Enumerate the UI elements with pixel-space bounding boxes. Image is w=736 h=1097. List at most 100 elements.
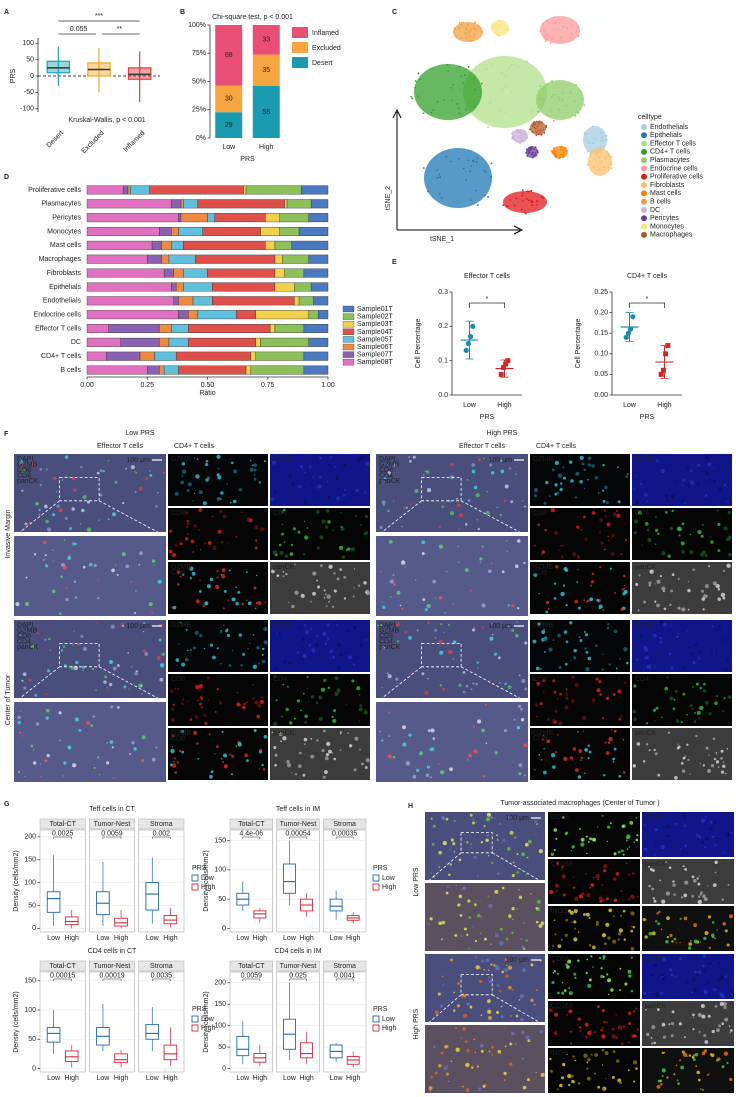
stain <box>717 766 720 769</box>
stain <box>512 918 514 921</box>
x-tick-label: High <box>299 935 314 942</box>
stain <box>617 850 621 854</box>
panel-letter: G <box>4 801 10 808</box>
stain <box>194 715 199 719</box>
stain <box>670 494 675 499</box>
stain <box>110 705 114 709</box>
stain <box>39 484 42 487</box>
stain <box>31 462 35 466</box>
legend-swatch <box>372 874 380 882</box>
micrograph <box>14 702 166 782</box>
stain <box>186 532 189 536</box>
stain <box>481 603 486 608</box>
stain <box>314 643 319 648</box>
stain <box>549 495 551 498</box>
cell-dot <box>545 19 548 22</box>
stain <box>404 566 407 569</box>
legend-label: Low <box>382 875 396 882</box>
stain <box>17 720 21 725</box>
stain <box>699 941 702 943</box>
stain <box>617 938 620 941</box>
stain <box>607 993 610 996</box>
stain <box>214 711 217 713</box>
stain <box>548 647 553 652</box>
stain <box>81 665 86 669</box>
stain <box>727 535 732 540</box>
stain <box>621 824 625 828</box>
stain <box>626 473 629 475</box>
stain <box>601 815 604 817</box>
cell-type-label: Effector T cells <box>97 443 143 450</box>
bar-segment <box>178 213 182 223</box>
significance-label: * <box>486 296 489 303</box>
stain <box>401 607 404 610</box>
channel-label: panCK <box>635 564 657 571</box>
box <box>145 882 160 911</box>
stain <box>325 605 328 607</box>
stain <box>34 694 38 697</box>
stain <box>474 1051 477 1054</box>
cell-dot <box>436 169 439 171</box>
stain <box>599 900 603 903</box>
stain <box>153 564 155 566</box>
stain <box>127 651 130 654</box>
stain <box>356 686 361 691</box>
stain <box>523 774 526 777</box>
cell-dot <box>458 21 461 24</box>
y-tick-label: 0.05 <box>594 371 608 378</box>
stain <box>82 495 87 500</box>
stain <box>82 646 88 652</box>
stain <box>462 1027 466 1031</box>
stain <box>386 672 389 675</box>
stain <box>242 652 246 656</box>
zoom-box <box>421 643 462 668</box>
stain <box>181 662 186 667</box>
stain <box>730 990 733 993</box>
stain <box>507 815 512 820</box>
stain <box>717 588 721 591</box>
stain <box>563 630 568 634</box>
stain <box>716 978 721 983</box>
cell-dot <box>570 32 573 35</box>
stain <box>700 1088 702 1090</box>
stain <box>636 834 639 837</box>
stain <box>433 1045 436 1049</box>
stain <box>177 583 180 586</box>
stain <box>726 659 730 663</box>
stain <box>548 1008 553 1013</box>
stain <box>687 946 692 950</box>
channel-label: panCK <box>645 861 667 868</box>
stain <box>476 1065 479 1068</box>
stain <box>536 681 541 686</box>
cell-dot <box>604 139 607 142</box>
region-label: Invasive Margin <box>5 509 12 558</box>
stain <box>726 823 728 826</box>
stain <box>274 763 277 767</box>
stain <box>684 867 687 871</box>
channel-label: DAPI <box>273 622 289 629</box>
stain <box>520 707 523 711</box>
stain <box>726 747 729 750</box>
bar-segment <box>173 296 179 306</box>
cell-dot <box>589 153 592 156</box>
cell-dot <box>519 130 521 133</box>
stain <box>514 1042 517 1046</box>
stain <box>231 649 234 652</box>
stain <box>69 527 72 531</box>
stain <box>301 646 304 648</box>
cell-dot <box>558 108 561 111</box>
stain <box>416 768 420 773</box>
stain <box>503 499 507 503</box>
stain <box>222 607 225 610</box>
stain <box>592 876 595 879</box>
significance-bracket <box>335 836 354 839</box>
stain <box>171 763 177 768</box>
stain <box>538 592 540 595</box>
stain <box>261 659 266 664</box>
stain <box>123 685 127 689</box>
y-tick-label: 0.25 <box>594 289 608 296</box>
stain <box>257 703 262 708</box>
stain <box>184 537 189 541</box>
stain <box>725 667 729 671</box>
stain <box>316 635 319 637</box>
